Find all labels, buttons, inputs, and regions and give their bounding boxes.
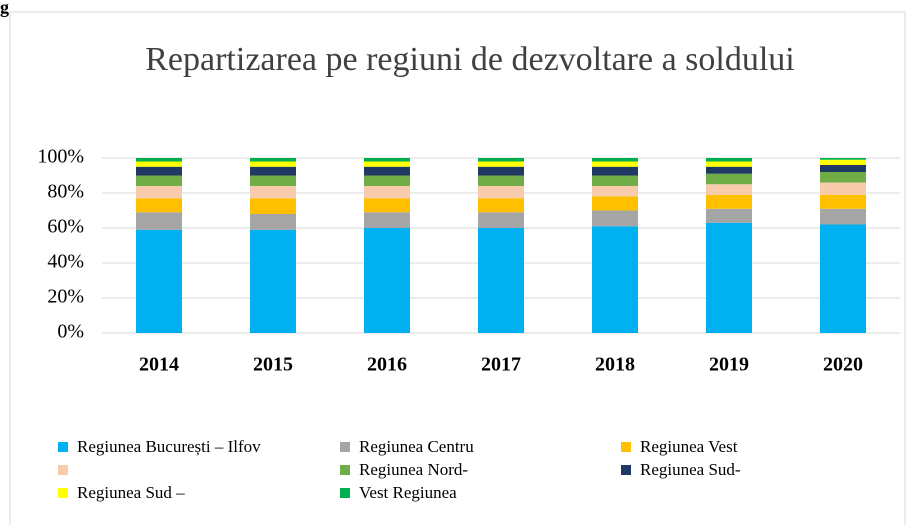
bar-segment — [706, 158, 752, 162]
legend-label: Regiunea Sud- — [640, 460, 741, 479]
bar-segment — [592, 166, 638, 176]
bar-segment — [250, 186, 296, 199]
bar-segment — [250, 175, 296, 186]
bar-segment — [706, 184, 752, 195]
bar-segment — [706, 161, 752, 167]
bar-segment — [250, 229, 296, 333]
bar-segment — [364, 175, 410, 186]
legend-label: Vest Regiunea — [359, 483, 457, 502]
x-tick-label: 2020 — [823, 354, 863, 376]
bar-segment — [364, 166, 410, 176]
bar-segment — [364, 228, 410, 333]
bar-segment — [250, 161, 296, 167]
bar-segment — [478, 158, 524, 162]
bar-segment — [478, 166, 524, 176]
bar-segment — [706, 222, 752, 333]
x-tick-label: 2017 — [481, 354, 521, 376]
y-tick-label: 0% — [57, 321, 84, 343]
bar-segment — [592, 161, 638, 167]
bar-segment — [592, 175, 638, 186]
x-tick-label: 2015 — [253, 354, 293, 376]
legend-swatch — [340, 442, 350, 452]
bar-segment — [478, 212, 524, 228]
bar-segment — [820, 172, 866, 183]
bar-segment — [136, 229, 182, 333]
bar-segment — [820, 224, 866, 333]
bar-segment — [136, 161, 182, 167]
legend-label: Regiunea Vest — [640, 437, 738, 456]
bar-segment — [478, 161, 524, 167]
y-tick-label: 40% — [47, 251, 84, 273]
legend-swatch — [621, 442, 631, 452]
bar-segment — [820, 165, 866, 172]
caption: g — [0, 0, 9, 17]
legend-swatch — [58, 442, 68, 452]
bar-segment — [136, 186, 182, 199]
bar-segment — [820, 158, 866, 160]
bar-segment — [820, 208, 866, 225]
bar-segment — [250, 158, 296, 162]
bar-segment — [706, 194, 752, 209]
bar-segment — [592, 186, 638, 197]
bar-segment — [250, 166, 296, 176]
bar-segment — [364, 212, 410, 228]
bar-segment — [364, 161, 410, 167]
bar-segment — [136, 175, 182, 186]
legend-label: Regiunea Sud – — [77, 483, 185, 502]
bar-segment — [250, 198, 296, 214]
bar-segment — [364, 186, 410, 199]
bar-segment — [136, 212, 182, 230]
chart-title: Repartizarea pe regiuni de dezvoltare a … — [145, 41, 795, 78]
y-tick-label: 20% — [47, 286, 84, 308]
x-tick-label: 2019 — [709, 354, 749, 376]
bar-segment — [478, 228, 524, 333]
bar-segment — [706, 208, 752, 223]
bar-segment — [820, 194, 866, 209]
bar-segment — [136, 158, 182, 162]
bar-segment — [478, 175, 524, 186]
legend-swatch — [58, 465, 68, 475]
legend-label: Regiunea Centru — [359, 437, 474, 456]
bar-segment — [706, 173, 752, 185]
legend-swatch — [340, 488, 350, 498]
x-tick-label: 2016 — [367, 354, 407, 376]
legend-label: Regiunea București – Ilfov — [77, 437, 261, 456]
y-tick-label: 60% — [47, 216, 84, 238]
bar-segment — [478, 198, 524, 213]
bar-segment — [592, 226, 638, 333]
y-tick-label: 100% — [37, 146, 84, 168]
bar-segment — [136, 198, 182, 213]
legend-label: Regiunea Nord- — [359, 460, 469, 479]
bar-segment — [364, 198, 410, 213]
legend-swatch — [621, 465, 631, 475]
x-tick-label: 2014 — [139, 354, 179, 376]
legend-swatch — [58, 488, 68, 498]
bar-segment — [706, 166, 752, 174]
bar-segment — [136, 166, 182, 176]
y-tick-label: 80% — [47, 181, 84, 203]
bar-segment — [820, 159, 866, 165]
bar-segment — [478, 186, 524, 199]
bar-segment — [820, 182, 866, 195]
legend-swatch — [340, 465, 350, 475]
bar-segment — [364, 158, 410, 162]
bar-segment — [250, 214, 296, 230]
x-tick-label: 2018 — [595, 354, 635, 376]
bar-segment — [592, 158, 638, 162]
bar-segment — [592, 196, 638, 211]
bar-segment — [592, 210, 638, 227]
